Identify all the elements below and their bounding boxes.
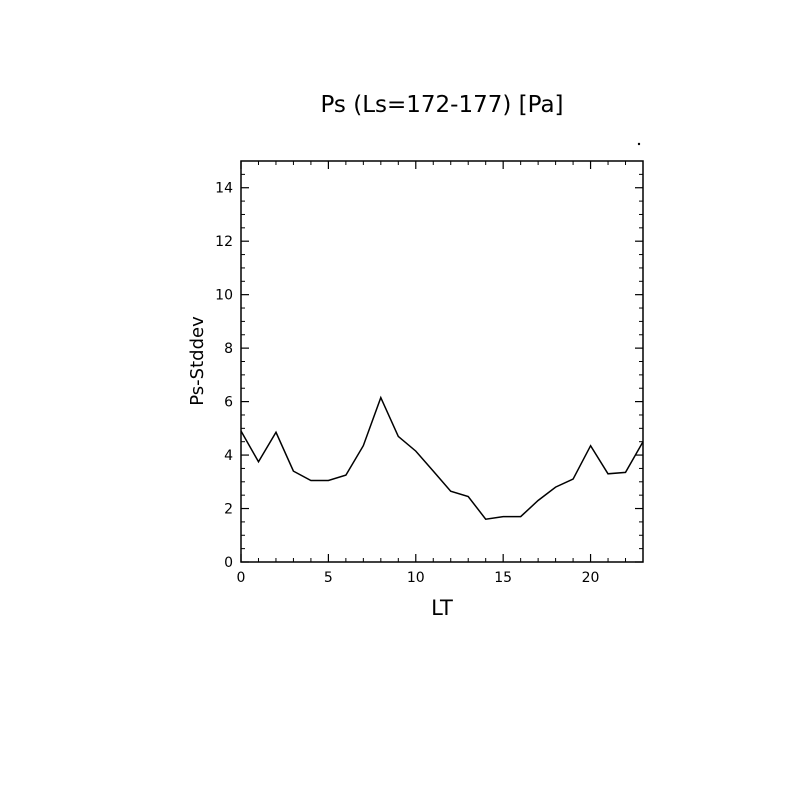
x-axis-ticks: 0 5 10 15 20 [237,161,600,586]
x-tick-label: 20 [582,570,600,586]
y-tick-label: 0 [224,555,233,571]
chart-title: Ps (Ls=172-177) [Pa] [320,92,563,118]
y-tick-label: 8 [224,341,233,357]
y-tick-label: 10 [215,288,233,304]
x-tick-label: 0 [237,570,246,586]
x-tick-label: 5 [324,570,333,586]
x-tick-label: 15 [494,570,512,586]
y-tick-label: 4 [224,448,233,464]
x-axis-label: LT [431,596,453,620]
x-tick-label: 10 [407,570,425,586]
y-tick-label: 6 [224,395,233,411]
y-axis-ticks: 0 2 4 6 8 10 12 14 [215,181,643,571]
y-axis-label: Ps-Stddev [187,316,208,406]
corner-dot [637,142,641,146]
y-tick-label: 12 [215,234,233,250]
y-tick-label: 14 [215,181,233,197]
y-tick-label: 2 [224,502,233,518]
minor-ticks [241,161,643,562]
series-line [240,395,644,521]
